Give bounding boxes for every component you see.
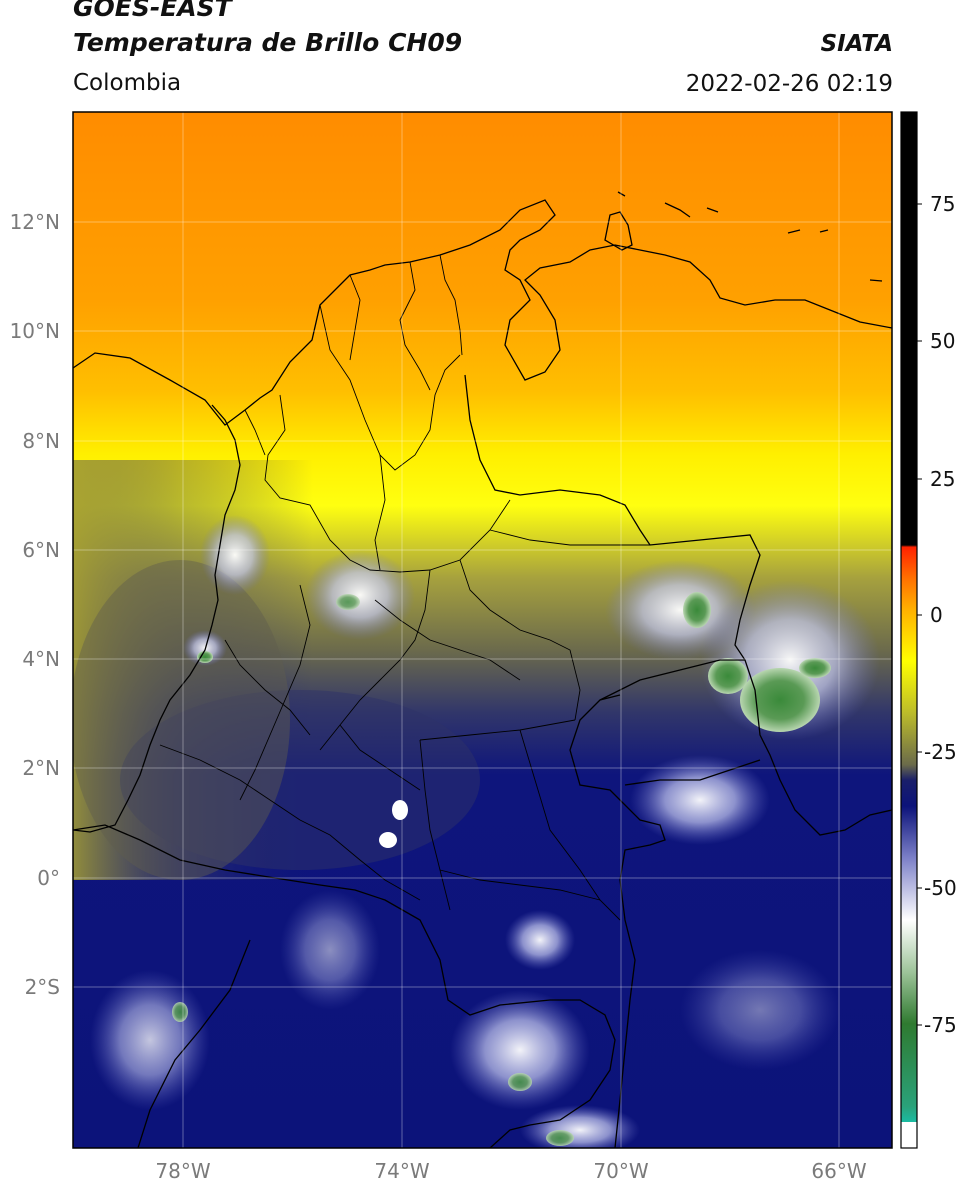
colorbar-tick-label: 25 xyxy=(930,467,955,491)
map-frame xyxy=(72,111,893,1149)
longitude-axis: 78°W 74°W 70°W 66°W xyxy=(155,1159,866,1183)
agency-label: SIATA xyxy=(820,31,893,57)
lat-tick-label: 12°N xyxy=(10,210,60,234)
lat-tick-label: 4°N xyxy=(22,647,60,671)
lat-tick-label: 0° xyxy=(37,866,60,890)
lon-tick-label: 66°W xyxy=(811,1159,866,1183)
timestamp-label: 2022-02-26 02:19 xyxy=(685,71,893,97)
satellite-title: GOES-EAST xyxy=(73,0,232,22)
region-label: Colombia xyxy=(73,70,182,96)
lon-tick-label: 70°W xyxy=(593,1159,648,1183)
latitude-axis: 12°N 10°N 8°N 6°N 4°N 2°N 0° 2°S xyxy=(10,210,60,999)
lat-tick-label: 10°N xyxy=(10,319,60,343)
brightness-temperature-field xyxy=(73,112,892,1148)
lat-tick-label: 6°N xyxy=(22,538,60,562)
lat-tick-label: 2°N xyxy=(22,756,60,780)
lat-tick-label: 2°S xyxy=(25,975,60,999)
lon-tick-label: 74°W xyxy=(374,1159,429,1183)
colorbar-tick-label: 0 xyxy=(930,603,943,627)
colorbar-scale xyxy=(901,112,917,1148)
colorbar-tick-label: -75 xyxy=(924,1013,957,1037)
graticule xyxy=(73,112,892,1148)
colorbar-tick-label: -50 xyxy=(924,876,957,900)
colorbar-tick-label: 75 xyxy=(930,192,955,216)
lat-tick-label: 8°N xyxy=(22,429,60,453)
product-title: Temperatura de Brillo CH09 xyxy=(73,28,463,57)
colorbar: 75 50 25 0 -25 -50 -75 xyxy=(900,111,957,1149)
colorbar-tick-label: 50 xyxy=(930,329,955,353)
colorbar-tick-label: -25 xyxy=(924,740,957,764)
lon-tick-label: 78°W xyxy=(155,1159,210,1183)
country-borders xyxy=(73,191,892,1148)
